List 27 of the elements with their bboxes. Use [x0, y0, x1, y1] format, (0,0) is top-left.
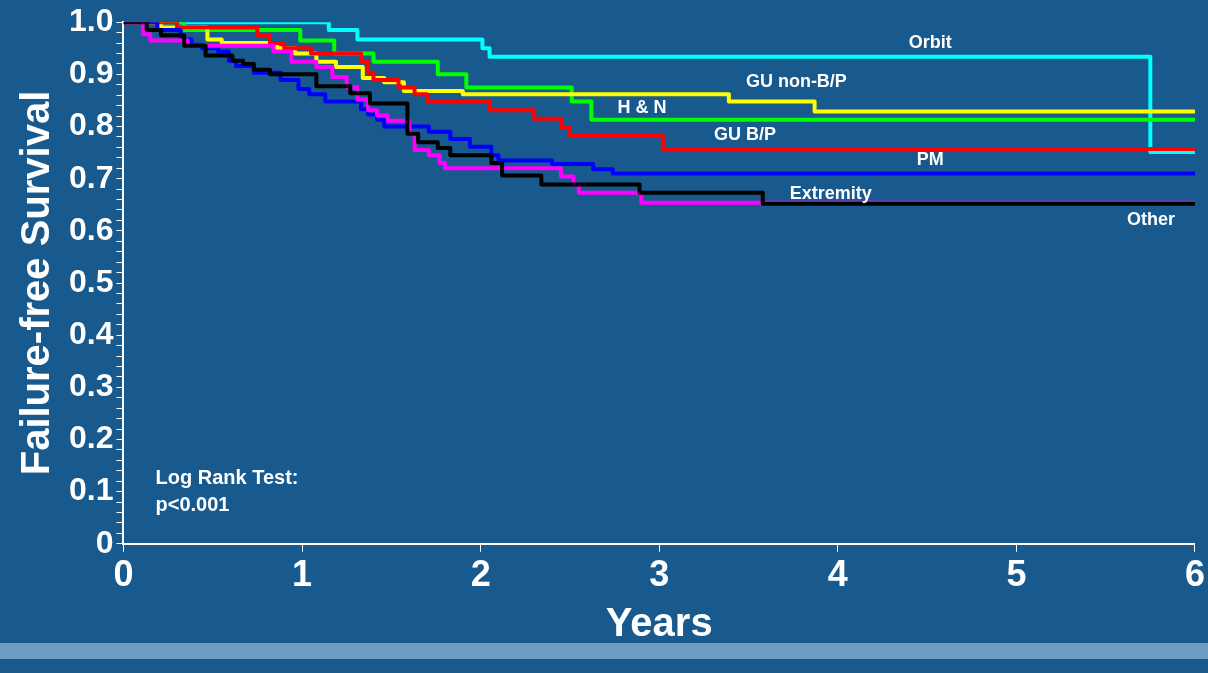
y-tick-label: 0.2: [69, 419, 114, 456]
x-axis-title: Years: [605, 600, 713, 645]
series-label: H & N: [617, 97, 667, 118]
x-tick-label: 6: [1184, 553, 1205, 595]
x-tick-label: 5: [1006, 553, 1027, 595]
series-label: PM: [916, 149, 944, 170]
y-tick-label: 0.1: [69, 471, 114, 508]
y-tick-label: 0.7: [69, 158, 114, 195]
x-tick-label: 4: [827, 553, 848, 595]
x-tick-label: 1: [292, 553, 313, 595]
series-label: GU non-B/P: [745, 71, 847, 92]
y-axis-title: Failure-free Survival: [13, 90, 58, 476]
y-tick-label: 0.5: [69, 262, 114, 299]
y-tick-label: 0.4: [69, 314, 114, 351]
y-tick-label: 0.3: [69, 367, 114, 404]
annotation: Log Rank Test: p<0.001: [155, 466, 299, 516]
y-tick-label: 1.0: [69, 2, 114, 39]
x-tick-label: 3: [649, 553, 670, 595]
y-tick-label: 0.9: [69, 54, 114, 91]
y-tick-label: 0.8: [69, 106, 114, 143]
x-tick-label: 2: [470, 553, 491, 595]
series-label: Extremity: [789, 183, 872, 204]
y-tick-label: 0.6: [69, 210, 114, 247]
y-tick-label: 0: [95, 523, 114, 560]
series-label: Other: [1127, 208, 1176, 229]
series-label: GU B/P: [713, 123, 776, 144]
series-label: Orbit: [908, 31, 952, 52]
